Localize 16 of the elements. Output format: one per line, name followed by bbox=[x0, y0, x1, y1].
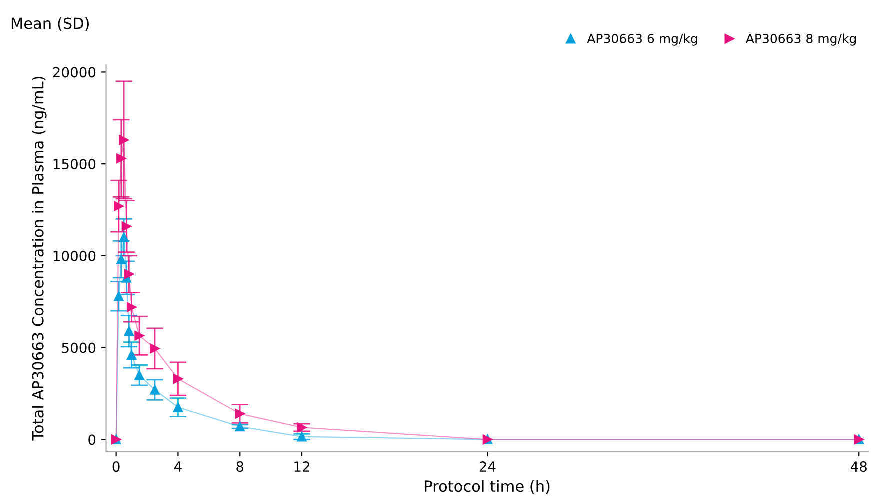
y-axis-title: Total AP30663 Concentration in Plasma (ng/mL) bbox=[32, 76, 47, 441]
legend-label: AP30663 8 mg/kg bbox=[746, 34, 856, 46]
x-tick-label: 0 bbox=[112, 462, 120, 472]
legend-label: AP30663 6 mg/kg bbox=[587, 34, 698, 46]
y-tick-label: 15000 bbox=[54, 159, 96, 170]
y-tick-label: 5000 bbox=[62, 342, 96, 354]
y-tick-label: 0 bbox=[88, 434, 96, 446]
x-tick-label: 4 bbox=[174, 462, 182, 472]
x-tick-label: 24 bbox=[480, 462, 496, 472]
x-tick-label: 48 bbox=[850, 462, 867, 472]
x-tick-label: 12 bbox=[294, 462, 310, 472]
x-axis-title: Protocol time (h) bbox=[425, 480, 550, 494]
x-tick-label: 8 bbox=[236, 462, 244, 472]
text: Mean (SD) bbox=[12, 17, 90, 32]
y-tick-label: 10000 bbox=[54, 250, 96, 262]
y-tick-label: 20000 bbox=[53, 67, 96, 78]
